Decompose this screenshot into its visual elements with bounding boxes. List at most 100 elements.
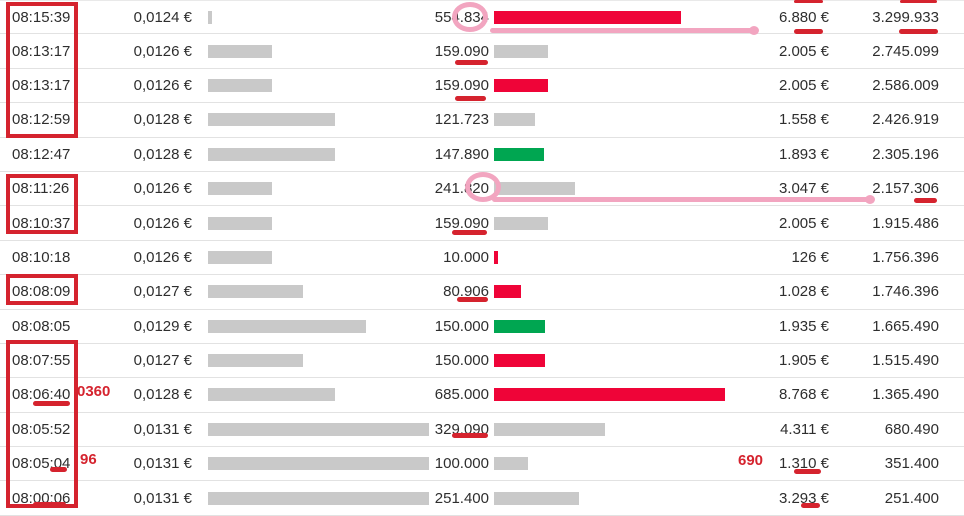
volume-cell: 150.000 — [434, 352, 489, 370]
price-level-bar — [208, 78, 272, 92]
time-cell: 08:05:04 — [12, 455, 71, 473]
value-cell: 8.768 € — [778, 386, 829, 404]
volume-bar-zone — [494, 250, 745, 264]
price-level-bar — [208, 354, 303, 368]
volume-bar-gray — [494, 216, 548, 230]
volume-bar-zone — [494, 457, 745, 471]
value-cell: 4.311 € — [780, 420, 829, 438]
price-level-bar — [208, 216, 272, 230]
volume-bar-green — [494, 147, 544, 161]
price-cell: 0,0126 € — [133, 214, 192, 232]
volume-cell: 121.723 — [434, 111, 489, 129]
volume-bar-red — [494, 285, 521, 299]
table-row-2[interactable]: 08:13:17 0,0126 € 159.090 2.005 € 2.745.… — [0, 34, 964, 69]
price-level-bar — [208, 457, 429, 471]
price-cell: 0,0127 € — [133, 352, 192, 370]
time-cell: 08:13:17 — [12, 42, 71, 60]
table-row-6[interactable]: 08:11:26 0,0126 € 241.820 3.047 € 2.157.… — [0, 172, 964, 207]
price-bar-zone — [208, 78, 430, 92]
cumulative-cell: 2.157.306 — [872, 180, 939, 198]
volume-bar-gray — [494, 491, 579, 505]
table-row-9[interactable]: 08:08:09 0,0127 € 80.906 1.028 € 1.746.3… — [0, 275, 964, 310]
volume-bar-gray — [494, 457, 528, 471]
time-cell: 08:08:05 — [12, 317, 71, 335]
table-row-1[interactable]: 08:15:39 0,0124 € 554.834 6.880 € 3.299.… — [0, 0, 964, 35]
volume-bar-zone — [494, 147, 745, 161]
cumulative-cell: 2.745.099 — [872, 42, 939, 60]
price-cell: 0,0128 € — [133, 386, 192, 404]
value-cell: 1.558 € — [778, 111, 829, 129]
value-cell: 6.880 € — [778, 8, 829, 26]
price-cell: 0,0126 € — [133, 248, 192, 266]
value-cell: 1.905 € — [778, 352, 829, 370]
volume-bar-gray — [494, 422, 605, 436]
cumulative-cell: 680.490 — [884, 420, 939, 438]
value-cell: 1.310 € — [778, 455, 829, 473]
cumulative-cell: 251.400 — [884, 489, 939, 507]
volume-cell: 80.906 — [443, 283, 489, 301]
time-cell: 08:05:52 — [12, 420, 71, 438]
price-bar-zone — [208, 216, 430, 230]
table-row-7[interactable]: 08:10:37 0,0126 € 159.090 2.005 € 1.915.… — [0, 206, 964, 241]
volume-cell: 150.000 — [434, 317, 489, 335]
volume-bar-zone — [494, 44, 745, 58]
value-cell: 2.005 € — [778, 76, 829, 94]
value-cell: 126 € — [791, 248, 829, 266]
value-cell: 1.028 € — [778, 283, 829, 301]
price-bar-zone — [208, 113, 430, 127]
value-cell: 1.935 € — [778, 317, 829, 335]
price-bar-zone — [208, 147, 430, 161]
table-row-10[interactable]: 08:08:05 0,0129 € 150.000 1.935 € 1.665.… — [0, 310, 964, 344]
volume-cell: 685.000 — [434, 386, 489, 404]
cumulative-cell: 2.586.009 — [872, 76, 939, 94]
table-row-3[interactable]: 08:13:17 0,0126 € 159.090 2.005 € 2.586.… — [0, 69, 964, 104]
price-bar-zone — [208, 491, 430, 505]
time-cell: 08:12:47 — [12, 145, 71, 163]
volume-cell: 159.090 — [434, 76, 489, 94]
value-cell: 3.047 € — [778, 180, 829, 198]
table-row-12[interactable]: 08:06:40 0,0128 € 685.000 8.768 € 1.365.… — [0, 378, 964, 413]
table-row-11[interactable]: 08:07:55 0,0127 € 150.000 1.905 € 1.515.… — [0, 344, 964, 379]
value-cell: 2.005 € — [778, 42, 829, 60]
volume-bar-red — [494, 10, 681, 24]
volume-bar-zone — [494, 285, 745, 299]
volume-cell: 329.090 — [434, 420, 489, 438]
table-row-8[interactable]: 08:10:18 0,0126 € 10.000 126 € 1.756.396 — [0, 241, 964, 276]
volume-bar-red — [494, 78, 548, 92]
price-cell: 0,0127 € — [133, 283, 192, 301]
table-row-13[interactable]: 08:05:52 0,0131 € 329.090 4.311 € 680.49… — [0, 413, 964, 448]
time-cell: 08:10:18 — [12, 248, 71, 266]
time-cell: 08:00:06 — [12, 489, 71, 507]
volume-bar-zone — [494, 422, 745, 436]
price-bar-zone — [208, 10, 430, 24]
table-row-5[interactable]: 08:12:47 0,0128 € 147.890 1.893 € 2.305.… — [0, 138, 964, 172]
volume-bar-zone — [494, 216, 745, 230]
cumulative-cell: 3.299.933 — [872, 8, 939, 26]
volume-bar-red — [494, 250, 498, 264]
price-level-bar — [208, 10, 212, 24]
volume-bar-gray — [494, 44, 548, 58]
price-level-bar — [208, 44, 272, 58]
price-cell: 0,0131 € — [133, 489, 192, 507]
volume-cell: 100.000 — [434, 455, 489, 473]
price-bar-zone — [208, 319, 430, 333]
price-bar-zone — [208, 457, 430, 471]
table-row-4[interactable]: 08:12:59 0,0128 € 121.723 1.558 € 2.426.… — [0, 103, 964, 138]
price-bar-zone — [208, 354, 430, 368]
time-cell: 08:07:55 — [12, 352, 71, 370]
time-cell: 08:11:26 — [12, 180, 70, 198]
volume-bar-zone — [494, 388, 745, 402]
price-cell: 0,0126 € — [133, 76, 192, 94]
volume-bar-zone — [494, 319, 745, 333]
price-cell: 0,0126 € — [133, 180, 192, 198]
volume-bar-gray — [494, 113, 535, 127]
value-cell: 2.005 € — [778, 214, 829, 232]
table-row-15[interactable]: 08:00:06 0,0131 € 251.400 3.293 € 251.40… — [0, 481, 964, 516]
price-cell: 0,0128 € — [133, 111, 192, 129]
table-row-14[interactable]: 08:05:04 0,0131 € 100.000 1.310 € 351.40… — [0, 447, 964, 482]
price-level-bar — [208, 422, 429, 436]
price-cell: 0,0129 € — [133, 317, 192, 335]
price-level-bar — [208, 250, 272, 264]
volume-cell: 159.090 — [434, 42, 489, 60]
